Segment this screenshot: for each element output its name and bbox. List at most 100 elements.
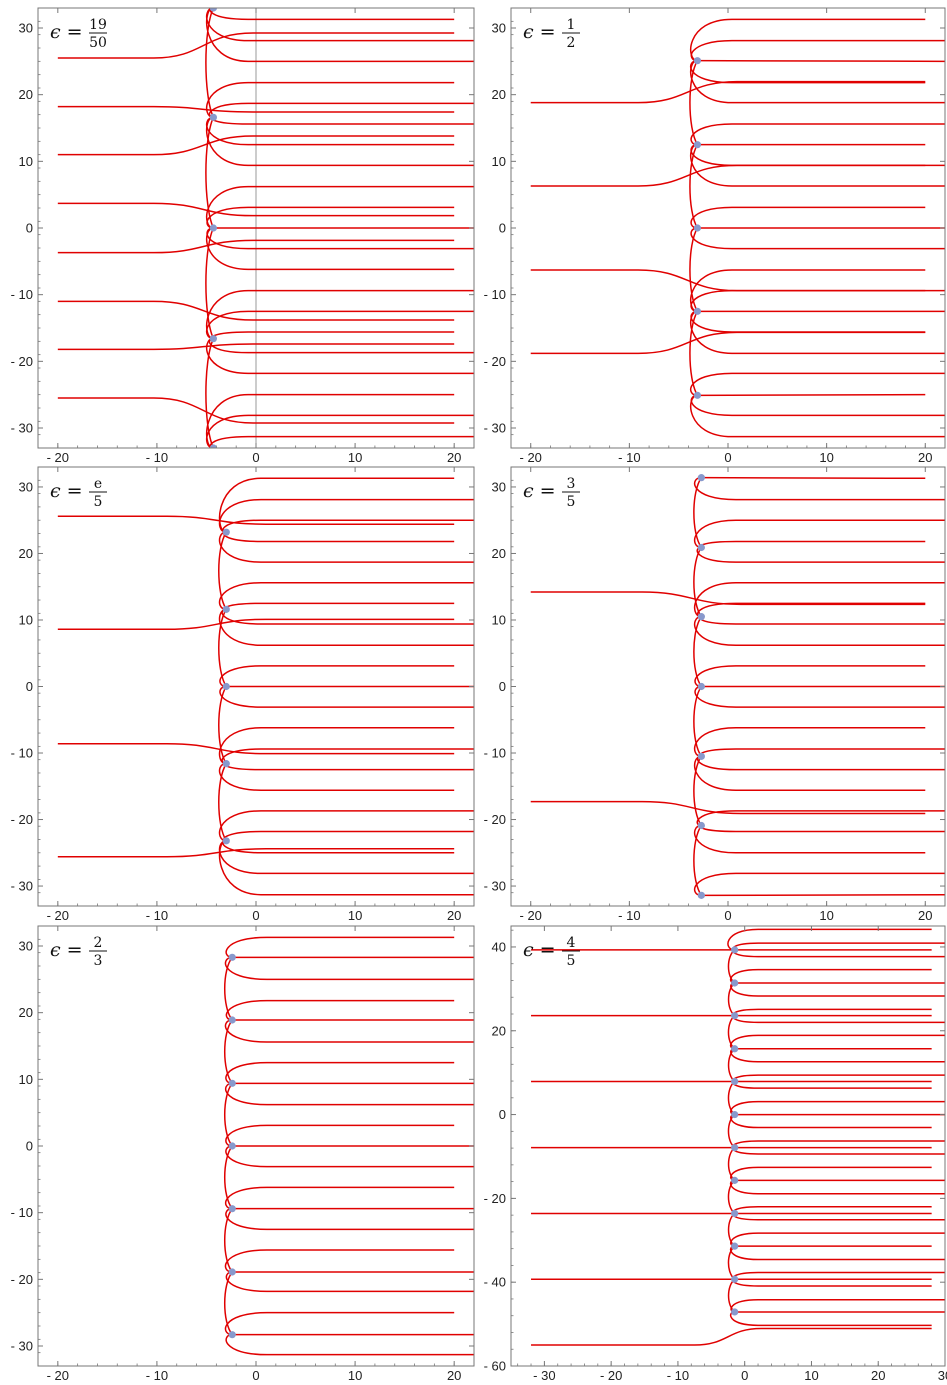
series-curve: [690, 39, 945, 62]
series-curve: [224, 1186, 455, 1210]
plot-area: [57, 8, 474, 448]
epsilon-label: ϵ =: [523, 21, 556, 43]
series-curve: [689, 60, 699, 146]
series-curve: [727, 928, 932, 951]
critical-point: [697, 474, 705, 482]
series-curve: [57, 742, 455, 755]
series-curve: [57, 848, 455, 858]
series-curve: [57, 300, 455, 321]
y-tick-label: 20: [19, 546, 33, 561]
y-tick-label: 30: [492, 21, 506, 36]
series-curve: [732, 1278, 932, 1287]
series-curve: [730, 1100, 945, 1116]
y-tick-label: 30: [19, 939, 33, 954]
x-tick-label: - 20: [520, 450, 542, 465]
critical-point: [222, 760, 230, 768]
critical-point: [209, 8, 217, 12]
series-curve: [211, 331, 455, 340]
series-curve: [530, 80, 926, 104]
critical-point: [228, 1331, 236, 1339]
y-tick-label: - 10: [484, 746, 506, 761]
series-curve: [225, 1145, 474, 1168]
critical-point: [731, 1077, 739, 1086]
series-curve: [57, 239, 455, 254]
epsilon-label: ϵ =: [50, 480, 83, 502]
series-curve: [693, 615, 945, 647]
series-curve: [690, 59, 945, 104]
x-tick-label: 0: [741, 1368, 748, 1383]
series-curve: [693, 477, 703, 548]
series-curve: [225, 1333, 474, 1356]
series-curve: [693, 547, 703, 618]
y-tick-label: - 20: [11, 812, 33, 827]
y-tick-label: - 30: [11, 1339, 33, 1354]
series-curve: [218, 531, 227, 610]
critical-point: [693, 307, 702, 315]
series-curve: [698, 748, 945, 758]
series-curve: [530, 331, 926, 355]
series-curve: [530, 164, 926, 187]
critical-point: [697, 682, 705, 691]
x-tick-label: - 20: [47, 908, 69, 923]
series-curve: [211, 116, 474, 125]
critical-point: [731, 1209, 739, 1218]
epsilon-numerator: e: [94, 476, 102, 492]
y-tick-label: 20: [492, 87, 506, 102]
series-curve: [208, 102, 474, 119]
y-tick-label: 0: [26, 221, 33, 236]
series-curve: [221, 748, 474, 765]
series-curve: [224, 1271, 233, 1336]
x-tick-label: - 30: [533, 1368, 555, 1383]
critical-point: [731, 979, 739, 987]
series-curve: [57, 32, 455, 59]
series-curve: [732, 1146, 945, 1155]
series-curve: [732, 1206, 932, 1215]
series-curve: [206, 206, 455, 229]
x-tick-label: 10: [819, 908, 833, 923]
x-tick-label: 0: [724, 450, 731, 465]
series-curve: [222, 840, 455, 854]
series-curve: [530, 269, 926, 292]
series-curve: [224, 1082, 233, 1147]
critical-point: [731, 1275, 739, 1283]
series-curve: [530, 800, 926, 815]
series-curve: [224, 956, 474, 981]
x-tick-label: 10: [804, 1368, 818, 1383]
series-curve: [729, 1245, 945, 1261]
series-curve: [696, 546, 945, 563]
series-curve: [732, 1074, 945, 1083]
panel-4: - 20 - 10 0 10 20 - 30 - 20 - 10 0 10 20 30 ϵ = 3 5: [484, 466, 946, 923]
x-tick-label: 20: [447, 1368, 461, 1383]
epsilon-label: ϵ =: [523, 480, 556, 502]
series-curve: [694, 685, 945, 708]
y-tick-label: - 20: [484, 812, 506, 827]
series-curve: [690, 123, 945, 146]
series-curve: [205, 393, 455, 448]
series-curve: [224, 1208, 233, 1273]
series-curve: [206, 116, 455, 146]
series-curve: [697, 755, 945, 771]
panel-5: - 20 - 10 0 10 20 - 30 - 20 - 10 0 10 20 30 ϵ = 2 3: [11, 925, 475, 1383]
y-tick-label: - 10: [11, 287, 33, 302]
series-curve: [727, 1048, 736, 1083]
epsilon-label: ϵ =: [50, 939, 83, 961]
series-curve: [218, 686, 227, 765]
critical-point: [209, 444, 217, 448]
critical-point: [697, 891, 705, 899]
series-curve: [689, 310, 699, 396]
epsilon-denominator: 50: [89, 35, 107, 51]
series-curve: [225, 1207, 474, 1231]
x-tick-label: 10: [348, 908, 362, 923]
series-curve: [732, 1212, 945, 1221]
epsilon-denominator: 2: [567, 35, 576, 51]
plot-frame: [510, 925, 946, 1367]
series-curve: [224, 602, 455, 611]
series-curve: [732, 1080, 932, 1089]
y-tick-label: - 10: [484, 287, 506, 302]
series-curve: [732, 949, 945, 958]
x-tick-label: 10: [348, 1368, 362, 1383]
series-curve: [730, 1113, 932, 1129]
series-curve: [729, 1034, 945, 1050]
x-tick-label: 20: [447, 908, 461, 923]
critical-point: [731, 1242, 739, 1250]
